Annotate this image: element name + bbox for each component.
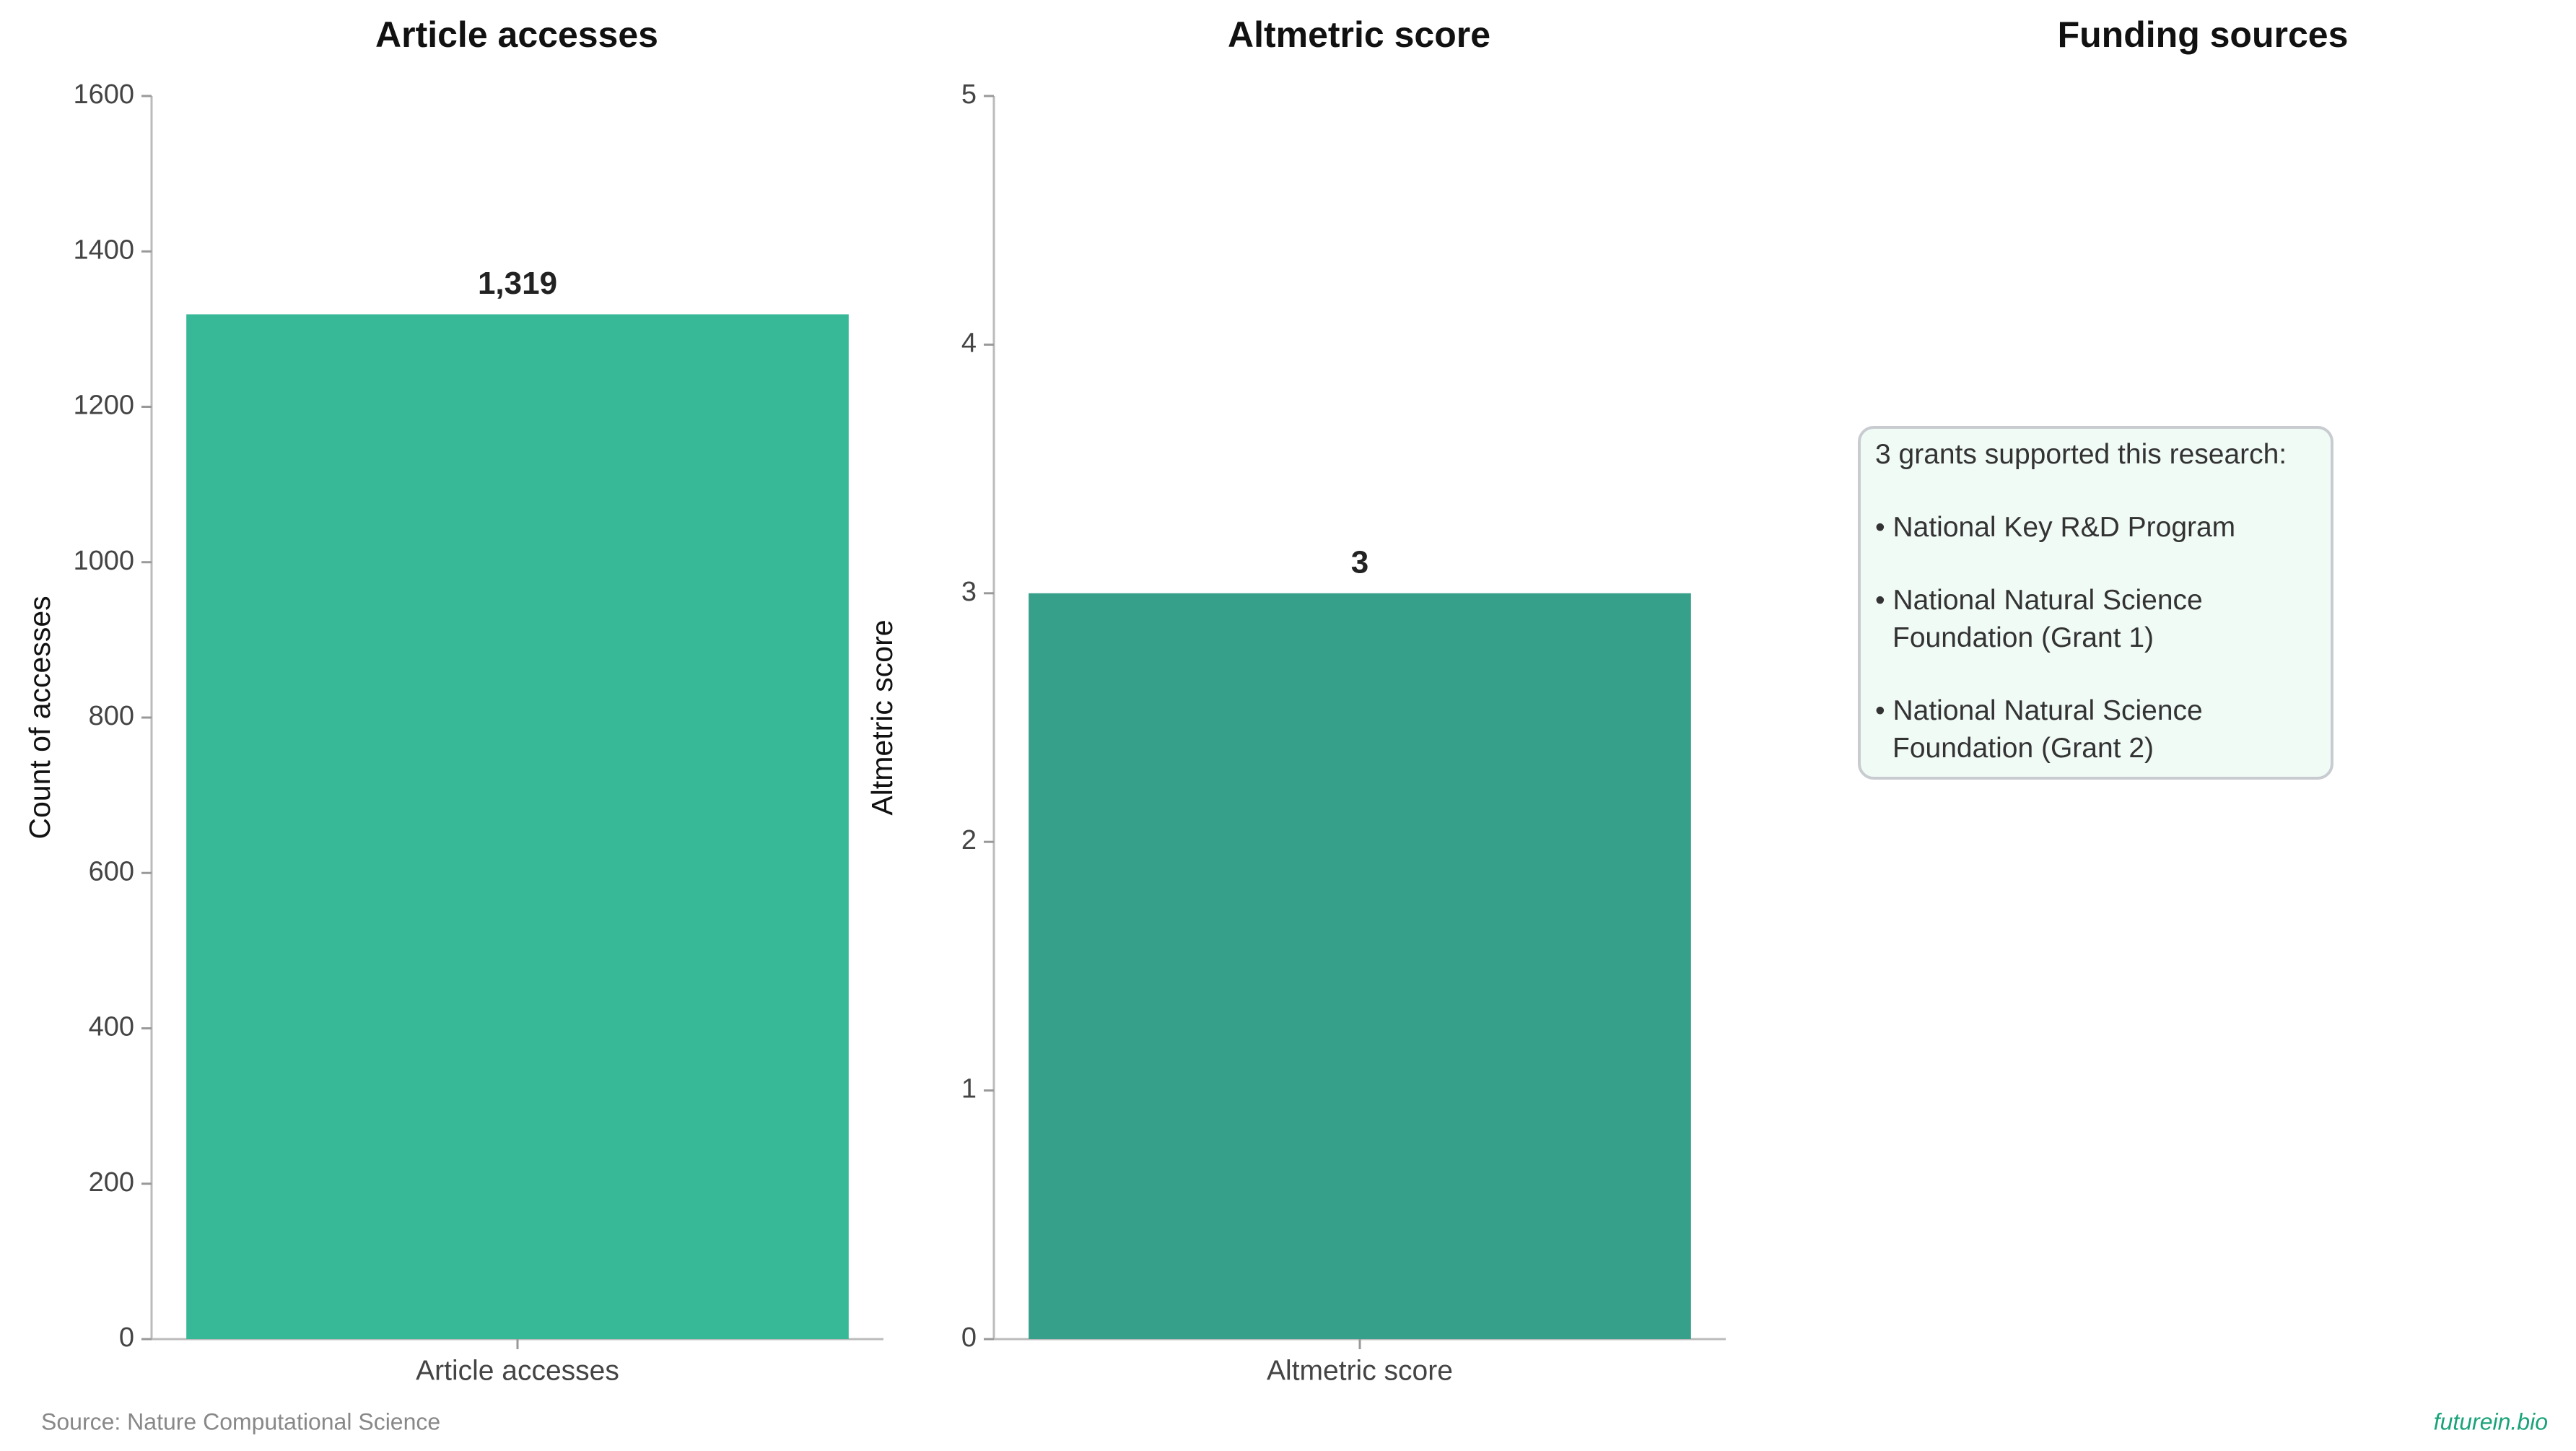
y-tick-label: 1000 <box>73 546 134 576</box>
y-tick-label: 800 <box>89 701 134 731</box>
source-note: Source: Nature Computational Science <box>41 1408 440 1434</box>
chart-title: Funding sources <box>2058 14 2349 55</box>
x-tick-label: Article accesses <box>416 1355 619 1386</box>
y-axis-label: Altmetric score <box>865 619 899 815</box>
value-label: 3 <box>1351 544 1368 580</box>
value-label: 1,319 <box>478 266 557 301</box>
funding-item: • National Key R&D Program <box>1875 512 2236 543</box>
y-tick-label: 1400 <box>73 235 134 265</box>
y-tick-label: 600 <box>89 856 134 886</box>
bar <box>186 314 849 1339</box>
y-tick-label: 4 <box>961 328 977 358</box>
brand: futurein.bio <box>2434 1408 2548 1434</box>
y-tick-label: 1 <box>961 1074 977 1104</box>
chart-title: Altmetric score <box>1228 14 1490 55</box>
y-tick-label: 2 <box>961 825 977 855</box>
y-tick-label: 1600 <box>73 79 134 110</box>
funding-heading: 3 grants supported this research: <box>1875 439 2287 470</box>
y-axis-label: Count of accesses <box>23 596 56 839</box>
funding-item: • National Natural Science Foundation (G… <box>1875 585 2203 653</box>
y-tick-label: 400 <box>89 1012 134 1042</box>
bar <box>1029 593 1691 1339</box>
y-tick-label: 0 <box>961 1323 977 1353</box>
y-tick-label: 1200 <box>73 391 134 421</box>
y-tick-label: 0 <box>119 1323 134 1353</box>
x-tick-label: Altmetric score <box>1267 1355 1453 1386</box>
y-tick-label: 3 <box>961 577 977 607</box>
funding-box: 3 grants supported this research: • Natio… <box>1858 426 2333 780</box>
y-tick-label: 5 <box>961 79 977 110</box>
y-tick-label: 200 <box>89 1167 134 1198</box>
funding-item: • National Natural Science Foundation (G… <box>1875 695 2203 764</box>
chart-title: Article accesses <box>375 14 658 55</box>
